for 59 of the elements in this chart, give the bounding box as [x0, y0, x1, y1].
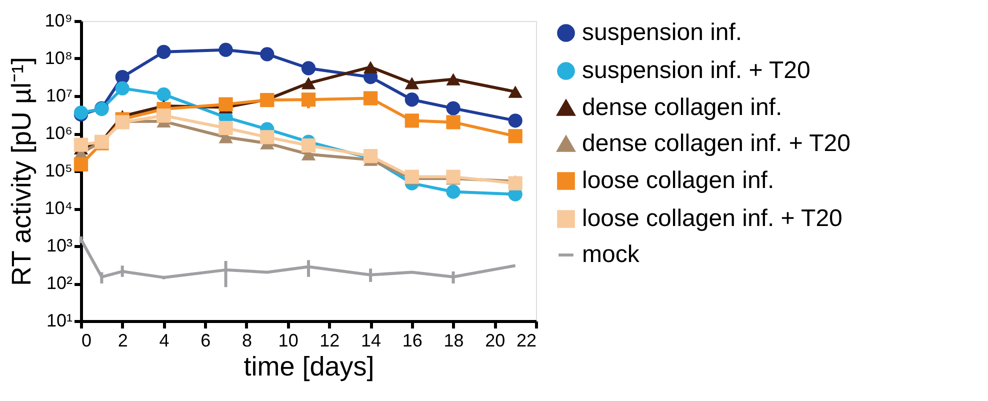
point: [115, 81, 130, 96]
x-tick-label: 0: [82, 330, 92, 350]
y-tick-label: 10¹: [46, 310, 73, 330]
point: [74, 138, 88, 152]
x-tick-label: 12: [320, 330, 340, 350]
point: [404, 92, 419, 107]
legend-label: dense collagen inf. + T20: [582, 130, 850, 157]
point: [404, 170, 419, 184]
point: [446, 170, 460, 184]
point: [115, 70, 130, 84]
point: [404, 77, 419, 90]
x-tick-label: 14: [361, 330, 382, 350]
point: [508, 176, 522, 190]
legend-label: suspension inf.: [582, 19, 742, 46]
x-tick-label: 2: [118, 330, 128, 350]
x-axis-title: time [days]: [244, 352, 374, 382]
point: [446, 115, 460, 130]
point: [446, 184, 460, 199]
x-tick-label: 8: [242, 330, 252, 350]
legend-label: dense collagen inf.: [582, 94, 782, 121]
y-tick-label: 10²: [46, 273, 73, 293]
point: [508, 86, 522, 98]
x-tick-label: 16: [402, 330, 422, 350]
point: [218, 97, 233, 112]
y-tick-label: 10³: [46, 236, 73, 256]
point: [260, 130, 274, 144]
x-tick-label: 22: [516, 330, 536, 350]
point: [156, 44, 171, 59]
point: [260, 47, 274, 62]
x-tick-label: 4: [159, 330, 170, 350]
y-axis-title: RT activity [pU µl⁻¹]: [6, 56, 37, 286]
y-tick-label: 10⁹: [44, 10, 72, 30]
x-tick-label: 18: [444, 330, 464, 350]
y-tick-label: 10⁵: [45, 160, 72, 180]
x-tick-label: 6: [200, 330, 211, 350]
point: [156, 87, 171, 102]
point: [156, 108, 171, 123]
y-tick-label: 10⁶: [45, 123, 72, 143]
point: [218, 42, 233, 57]
point: [446, 73, 460, 86]
point: [508, 129, 522, 144]
point: [363, 60, 378, 74]
point: [301, 77, 316, 90]
point: [218, 120, 233, 136]
point: [301, 138, 316, 153]
point: [508, 114, 522, 128]
x-tick-label: 20: [485, 330, 506, 350]
y-tick-label: 10⁷: [46, 86, 72, 106]
point: [404, 114, 419, 128]
x-tick-label: 10: [278, 330, 298, 350]
point: [301, 61, 316, 76]
legend-label: loose collagen inf. + T20: [582, 205, 842, 232]
legend-label: loose collagen inf.: [582, 167, 774, 194]
legend-label: suspension inf. + T20: [582, 57, 810, 84]
y-tick-label: 10⁸: [44, 48, 72, 68]
point: [446, 101, 460, 116]
point: [363, 91, 378, 106]
y-tick-label: 10⁴: [44, 198, 72, 218]
legend-label: mock: [582, 241, 640, 268]
